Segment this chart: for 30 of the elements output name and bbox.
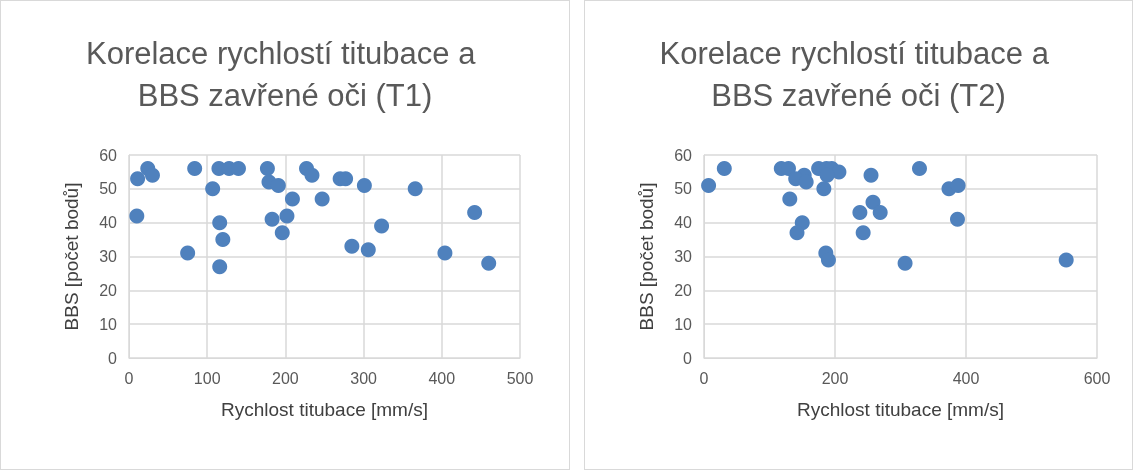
x-tick-label: 0 [699,369,709,387]
x-tick-label: 600 [1083,369,1111,387]
y-tick-label: 0 [108,349,118,367]
y-tick-label: 60 [99,146,118,164]
x-tick-label: 100 [193,369,221,387]
y-tick-label: 60 [674,146,693,164]
x-tick-label: 300 [350,369,378,387]
y-tick-label: 50 [674,180,693,198]
y-axis-title: BBS [počet bodů] [636,182,657,331]
x-tick-label: 200 [821,369,849,387]
y-tick-label: 0 [683,349,693,367]
y-tick-label: 10 [674,315,693,333]
x-axis-title: Rychlost titubace [mm/s] [797,399,1004,420]
x-tick-label: 500 [506,369,534,387]
chart-title: Korelace rychlostí titubace a BBS zavřené oči (T1) [85,35,485,113]
y-tick-label: 40 [674,214,693,232]
x-tick-label: 200 [272,369,299,387]
y-tick-label: 30 [674,248,693,265]
y-tick-label: 10 [99,315,118,333]
y-axis-title: BBS [počet bodů] [61,182,82,331]
y-tick-label: 30 [99,248,118,265]
y-tick-label: 50 [99,180,118,198]
y-tick-label: 20 [99,281,118,299]
y-tick-label: 40 [99,214,118,232]
x-tick-label: 400 [952,369,980,387]
chart-title: Korelace rychlostí titubace a BBS zavřené oči (T2) [659,35,1058,113]
x-tick-label: 400 [428,369,456,387]
x-axis-title: Rychlost titubace [mm/s] [221,399,428,420]
y-tick-label: 20 [674,281,693,299]
x-tick-label: 0 [124,369,134,387]
